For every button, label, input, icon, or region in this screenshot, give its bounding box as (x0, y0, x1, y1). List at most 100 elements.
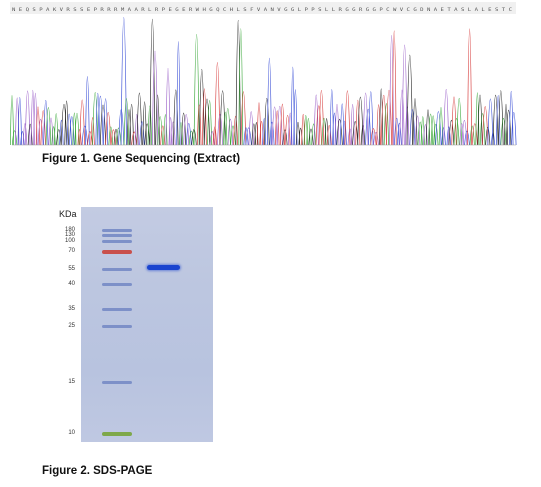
trace-peak (389, 34, 394, 146)
trace-peak (287, 112, 293, 146)
trace-peak (350, 104, 355, 146)
trace-peak (139, 121, 145, 146)
marker-label-130: 130 (64, 232, 75, 238)
trace-peak (183, 114, 190, 146)
trace-peak (251, 123, 257, 146)
trace-peak (276, 106, 283, 146)
trace-peak (491, 132, 495, 146)
trace-peak (342, 120, 347, 146)
chromatogram-peaks (10, 17, 517, 146)
trace-peak (217, 114, 223, 146)
trace-peak (399, 89, 405, 146)
trace-peak (230, 125, 236, 146)
trace-peak (433, 123, 439, 146)
trace-peak (469, 125, 475, 146)
trace-peak (409, 109, 416, 146)
trace-peak (235, 20, 241, 146)
trace-peak (147, 105, 152, 146)
trace-peak (266, 57, 272, 146)
trace-peak (336, 119, 343, 146)
trace-peak (134, 114, 139, 146)
trace-peak (401, 44, 408, 146)
trace-peak (126, 109, 132, 146)
trace-peak (451, 96, 457, 146)
trace-peak (479, 113, 486, 146)
trace-peak (202, 88, 207, 146)
trace-peak (397, 122, 402, 146)
trace-peak (240, 91, 247, 146)
trace-peak (20, 131, 25, 146)
trace-peak (11, 130, 18, 146)
trace-peak (438, 107, 444, 146)
trace-peak (142, 101, 147, 146)
trace-peak (170, 121, 176, 146)
ladder-band-55 (102, 268, 132, 271)
trace-peak (332, 112, 337, 146)
figure-2-caption: Figure 2. SDS-PAGE (42, 465, 153, 477)
marker-label-40: 40 (68, 281, 75, 287)
trace-peak (313, 94, 319, 146)
trace-peak (391, 30, 397, 146)
trace-peak (113, 128, 119, 146)
trace-peak (212, 126, 217, 146)
ladder-band-25 (102, 325, 132, 328)
trace-peak (188, 130, 194, 146)
trace-peak (324, 118, 329, 146)
trace-peak (280, 103, 285, 146)
trace-peak (99, 104, 107, 146)
trace-peak (380, 94, 387, 146)
trace-peak (362, 92, 369, 146)
trace-peak (24, 90, 31, 146)
trace-peak (477, 94, 483, 146)
trace-peak (186, 123, 192, 146)
marker-label-55: 55 (68, 266, 75, 272)
trace-peak (453, 118, 460, 146)
trace-peak (196, 104, 202, 146)
ladder-band-10 (102, 432, 132, 436)
trace-peak (233, 116, 238, 146)
trace-peak (274, 110, 280, 146)
trace-peak (92, 92, 99, 146)
trace-peak (269, 121, 275, 146)
trace-peak (37, 119, 44, 146)
ladder-band-100 (102, 240, 132, 243)
marker-label-25: 25 (68, 323, 75, 329)
trace-peak (368, 91, 374, 146)
marker-label-35: 35 (68, 306, 75, 312)
marker-label-15: 15 (68, 379, 75, 385)
trace-peak (373, 132, 379, 146)
trace-peak (48, 117, 54, 146)
trace-peak (443, 89, 450, 146)
trace-peak (311, 123, 316, 146)
trace-peak (51, 126, 56, 146)
trace-peak (446, 126, 451, 146)
trace-peak (199, 69, 205, 146)
trace-peak (475, 92, 480, 146)
trace-peak (412, 98, 418, 146)
trace-peak (129, 104, 134, 146)
trace-peak (248, 111, 254, 146)
trace-peak (448, 120, 455, 146)
trace-peak (321, 118, 327, 146)
marker-label-70: 70 (68, 248, 75, 254)
trace-peak (264, 97, 270, 146)
ladder-band-180 (102, 229, 132, 232)
trace-peak (352, 121, 359, 146)
trace-peak (27, 123, 33, 146)
sample-protein-band (147, 265, 180, 270)
marker-label-100: 100 (64, 238, 75, 244)
trace-peak (203, 98, 211, 146)
ladder-band-130 (102, 234, 132, 237)
ladder-band-70 (102, 250, 132, 254)
trace-peak (136, 92, 143, 146)
trace-peak (464, 130, 470, 146)
trace-peak (193, 33, 200, 146)
trace-peak (110, 129, 117, 146)
trace-peak (461, 120, 468, 146)
trace-peak (173, 89, 179, 146)
trace-peak (508, 91, 514, 146)
trace-peak (120, 17, 127, 146)
trace-peak (441, 127, 446, 146)
trace-peak (95, 92, 101, 146)
trace-peak (471, 123, 478, 146)
